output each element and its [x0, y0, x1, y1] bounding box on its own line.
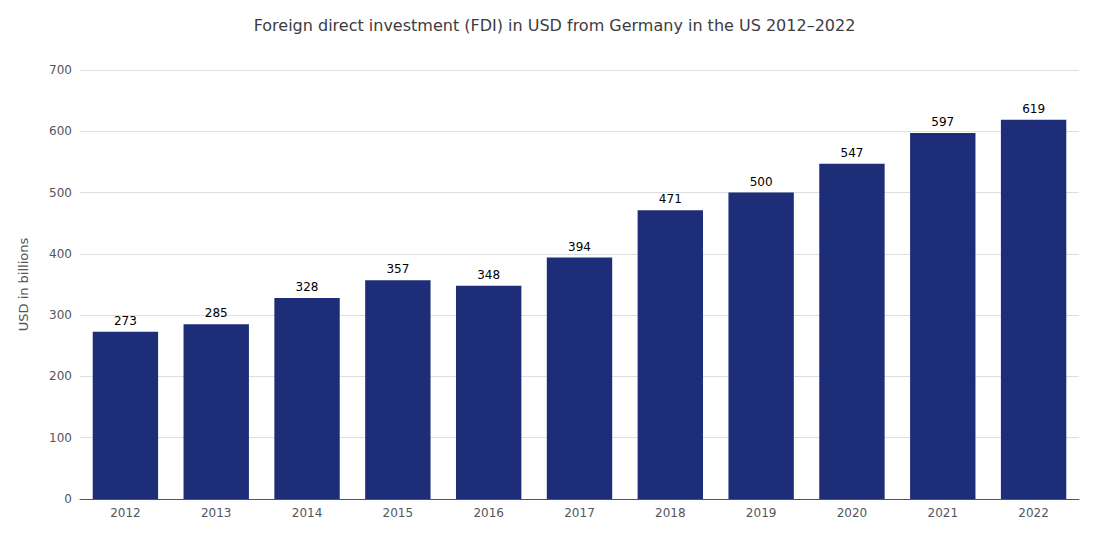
svg-text:2012: 2012: [110, 506, 141, 520]
svg-text:2013: 2013: [201, 506, 232, 520]
svg-text:547: 547: [841, 146, 864, 160]
svg-text:300: 300: [49, 308, 72, 322]
svg-text:273: 273: [114, 314, 137, 328]
svg-text:2018: 2018: [655, 506, 686, 520]
svg-text:2020: 2020: [837, 506, 868, 520]
svg-text:Foreign direct investment (FDI: Foreign direct investment (FDI) in USD f…: [254, 16, 856, 35]
svg-text:597: 597: [931, 115, 954, 129]
svg-text:700: 700: [49, 63, 72, 77]
svg-text:394: 394: [568, 240, 591, 254]
svg-text:2017: 2017: [564, 506, 595, 520]
svg-text:2022: 2022: [1018, 506, 1049, 520]
svg-text:0: 0: [64, 492, 72, 506]
svg-text:2016: 2016: [473, 506, 504, 520]
svg-text:600: 600: [49, 124, 72, 138]
svg-text:357: 357: [386, 262, 409, 276]
svg-text:100: 100: [49, 431, 72, 445]
svg-text:348: 348: [477, 268, 500, 282]
svg-text:471: 471: [659, 192, 682, 206]
svg-text:200: 200: [49, 369, 72, 383]
svg-text:USD in billions: USD in billions: [16, 237, 31, 331]
svg-text:500: 500: [49, 186, 72, 200]
svg-text:619: 619: [1022, 102, 1045, 116]
svg-text:2019: 2019: [746, 506, 777, 520]
svg-text:2021: 2021: [927, 506, 958, 520]
svg-text:2014: 2014: [292, 506, 323, 520]
svg-text:400: 400: [49, 247, 72, 261]
svg-text:328: 328: [296, 280, 319, 294]
svg-text:285: 285: [205, 306, 228, 320]
svg-text:2015: 2015: [383, 506, 414, 520]
svg-text:500: 500: [750, 175, 773, 189]
